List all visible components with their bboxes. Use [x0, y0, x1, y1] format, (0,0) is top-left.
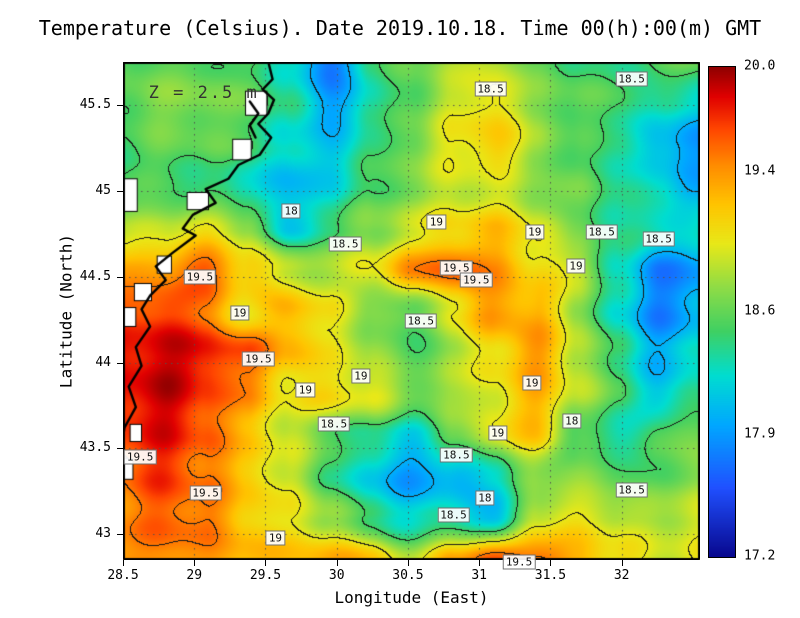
contour-label: 19.5 [123, 449, 157, 465]
contour-label: 19.5 [440, 260, 473, 276]
y-tick-label: 45.5 [79, 96, 111, 112]
x-tick [194, 560, 195, 566]
colorbar-tick-label: 18.6 [744, 303, 776, 319]
plot-area: 18.5 18.5 18 18.5 19 19 18.5 18.5 19.5 19.5 19 19.5… [123, 62, 700, 570]
contour-label: 19 [295, 382, 315, 398]
x-tick [408, 560, 409, 566]
y-tick [117, 277, 123, 278]
contour-label: 19 [426, 214, 447, 230]
temperature-field-canvas [123, 62, 700, 560]
contour-label: 18.5 [642, 231, 675, 247]
contour-label: 19.5 [460, 272, 493, 288]
y-tick [117, 191, 123, 192]
contour-label: 18.5 [437, 507, 470, 523]
x-tick-label: 29 [186, 568, 203, 583]
y-tick-label: 44.5 [79, 268, 111, 284]
x-tick [622, 560, 623, 566]
contour-label: 19.5 [189, 485, 222, 501]
colorbar: 20.0 19.4 18.6 17.9 17.2 [708, 59, 775, 564]
contour-label: 18.5 [329, 236, 362, 252]
x-tick [550, 560, 551, 566]
contour-label: 18.5 [404, 313, 437, 329]
x-tick-label: 30 [328, 568, 345, 583]
contour-label: 18 [281, 203, 301, 219]
x-tick-label: 31 [471, 568, 487, 583]
x-tick [123, 560, 124, 566]
x-tick-label: 31.5 [534, 568, 567, 583]
x-tick-label: 29.5 [249, 568, 282, 583]
contour-label: 19 [230, 305, 250, 321]
contour-label: 19 [525, 224, 545, 240]
depth-annotation: Z = 2.5 m [148, 82, 259, 103]
x-tick [265, 560, 266, 566]
x-tick [479, 560, 480, 566]
plot-title: Temperature (Celsius). Date 2019.10.18. … [38, 16, 762, 40]
contour-label: 19.5 [502, 554, 536, 570]
y-tick-label: 45 [95, 182, 111, 198]
contour-label: 18 [562, 413, 582, 429]
contour-label: 19 [522, 375, 542, 391]
y-tick [117, 448, 123, 449]
contour-label: 18.5 [615, 71, 648, 87]
y-tick [117, 363, 123, 364]
y-tick-label: 43.5 [79, 440, 111, 456]
contour-label: 18.5 [317, 416, 351, 432]
colorbar-tick-label: 20.0 [744, 58, 776, 74]
contour-label: 18.5 [585, 224, 618, 240]
colorbar-tick-label: 17.9 [744, 426, 776, 441]
contour-label: 19.5 [242, 351, 275, 367]
x-axis-label: Longitude (East) [334, 588, 489, 607]
colorbar-gradient-canvas [708, 66, 736, 558]
contour-label: 19 [566, 258, 586, 274]
colorbar-tick-label: 17.2 [744, 548, 776, 564]
y-tick-label: 43 [95, 526, 111, 542]
y-tick [117, 105, 123, 106]
x-tick [337, 560, 338, 566]
contour-label: 19 [265, 530, 286, 546]
contour-label: 18.5 [440, 447, 473, 463]
contour-label: 19 [351, 368, 371, 384]
x-tick-label: 32 [613, 568, 630, 583]
y-tick-label: 44 [95, 354, 111, 370]
contour-label: 18 [475, 490, 495, 506]
contour-label: 19.5 [183, 269, 217, 285]
x-tick-label: 28.5 [107, 568, 139, 583]
y-tick [117, 534, 123, 535]
contour-label: 18.5 [474, 81, 507, 97]
contour-label: 19 [488, 425, 508, 441]
x-tick-label: 30.5 [392, 568, 424, 583]
contour-label: 18.5 [615, 482, 648, 498]
colorbar-tick-label: 19.4 [744, 163, 776, 179]
